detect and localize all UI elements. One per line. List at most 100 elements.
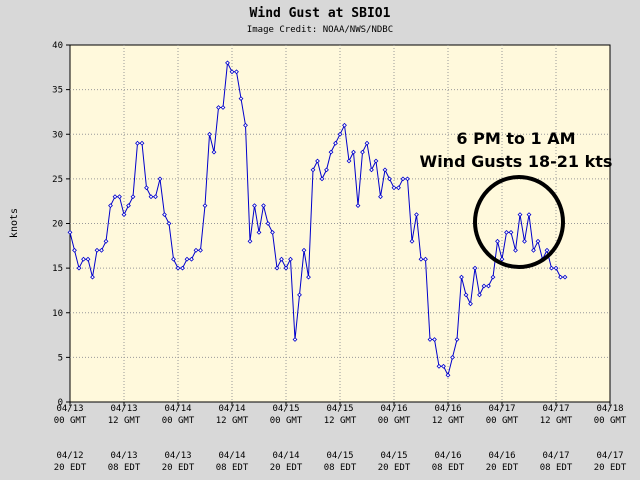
data-point xyxy=(418,256,424,262)
x-tick-date-gmt: 04/16 xyxy=(380,404,407,414)
data-point xyxy=(333,140,338,146)
data-point xyxy=(369,167,374,173)
y-tick-label: 5 xyxy=(58,353,63,363)
data-point xyxy=(382,167,388,173)
x-tick-date-gmt: 04/17 xyxy=(542,404,569,414)
x-tick-time-local: 20 EDT xyxy=(162,463,195,473)
data-point xyxy=(472,265,478,271)
data-point xyxy=(306,274,311,280)
data-point xyxy=(459,274,464,280)
data-point xyxy=(508,229,514,235)
data-point xyxy=(481,283,487,289)
data-point xyxy=(76,265,82,271)
x-tick-time-local: 08 EDT xyxy=(216,463,249,473)
data-point xyxy=(229,69,235,75)
data-point xyxy=(513,247,518,253)
data-point xyxy=(526,212,532,218)
data-point xyxy=(198,247,203,253)
x-tick-time-local: 08 EDT xyxy=(324,463,357,473)
data-point xyxy=(535,238,541,244)
data-point xyxy=(216,105,221,110)
y-axis-label: knots xyxy=(9,208,20,238)
x-tick-date-local: 04/14 xyxy=(272,451,299,461)
data-point xyxy=(85,256,91,262)
x-tick-date-gmt: 04/15 xyxy=(272,404,299,414)
x-tick-time-gmt: 00 GMT xyxy=(486,416,519,426)
data-point xyxy=(153,194,158,200)
data-point xyxy=(148,194,154,200)
data-point xyxy=(499,256,505,262)
x-tick-date-gmt: 04/13 xyxy=(110,404,137,414)
data-point xyxy=(135,140,140,146)
annotation-line1: 6 PM to 1 AM xyxy=(456,129,575,148)
y-tick-label: 10 xyxy=(52,309,63,319)
data-point xyxy=(130,194,136,200)
data-point xyxy=(346,158,352,164)
x-tick-time-gmt: 12 GMT xyxy=(432,416,465,426)
data-point xyxy=(454,337,460,342)
data-point xyxy=(189,256,194,262)
data-point xyxy=(310,167,316,173)
data-point xyxy=(495,238,500,244)
data-point xyxy=(396,185,401,191)
data-point xyxy=(315,158,320,164)
data-point xyxy=(270,229,275,235)
y-tick-label: 30 xyxy=(52,130,63,140)
data-point xyxy=(283,265,289,271)
data-point xyxy=(292,337,298,342)
annotation-line2: Wind Gusts 18-21 kts xyxy=(420,152,613,171)
data-point xyxy=(288,256,293,262)
data-point xyxy=(279,256,284,262)
x-tick-date-local: 04/17 xyxy=(542,451,569,461)
x-tick-time-gmt: 00 GMT xyxy=(162,416,195,426)
data-point xyxy=(423,256,428,262)
x-tick-time-local: 20 EDT xyxy=(594,463,627,473)
x-tick-time-gmt: 00 GMT xyxy=(594,416,627,426)
data-point xyxy=(126,203,131,209)
data-point xyxy=(337,131,343,137)
data-point xyxy=(373,158,379,164)
data-point xyxy=(238,96,244,102)
data-point xyxy=(319,176,325,182)
x-tick-time-local: 08 EDT xyxy=(108,463,141,473)
data-point xyxy=(162,212,167,218)
x-tick-date-gmt: 04/15 xyxy=(326,404,353,414)
data-point xyxy=(405,176,410,182)
data-point xyxy=(490,274,496,280)
data-point xyxy=(301,247,307,253)
data-point xyxy=(463,292,469,298)
x-tick-time-gmt: 12 GMT xyxy=(216,416,249,426)
x-tick-date-local: 04/16 xyxy=(488,451,515,461)
data-point xyxy=(202,203,208,209)
data-point xyxy=(427,337,433,342)
data-point xyxy=(94,247,100,253)
data-point xyxy=(184,256,190,262)
data-point xyxy=(180,265,185,271)
x-tick-date-local: 04/13 xyxy=(164,451,191,461)
data-point xyxy=(414,212,419,218)
data-point xyxy=(166,221,172,226)
data-point xyxy=(436,363,442,369)
data-point xyxy=(486,283,491,289)
data-point xyxy=(171,256,176,262)
x-tick-date-local: 04/15 xyxy=(380,451,407,461)
data-point xyxy=(117,194,122,200)
x-tick-date-local: 04/12 xyxy=(56,451,83,461)
data-point xyxy=(549,265,554,271)
data-point xyxy=(103,238,109,244)
data-point xyxy=(211,149,217,155)
x-tick-date-local: 04/16 xyxy=(434,451,461,461)
x-tick-time-local: 20 EDT xyxy=(54,463,87,473)
data-point xyxy=(450,354,455,360)
x-tick-time-local: 08 EDT xyxy=(540,463,573,473)
data-point xyxy=(324,167,329,173)
x-tick-date-gmt: 04/14 xyxy=(218,404,245,414)
data-point xyxy=(441,363,446,369)
data-point xyxy=(409,238,415,244)
data-point xyxy=(328,149,334,155)
data-point xyxy=(477,292,482,298)
data-point xyxy=(99,247,104,253)
data-point xyxy=(108,203,113,209)
data-point xyxy=(531,247,536,253)
x-tick-time-local: 20 EDT xyxy=(378,463,411,473)
